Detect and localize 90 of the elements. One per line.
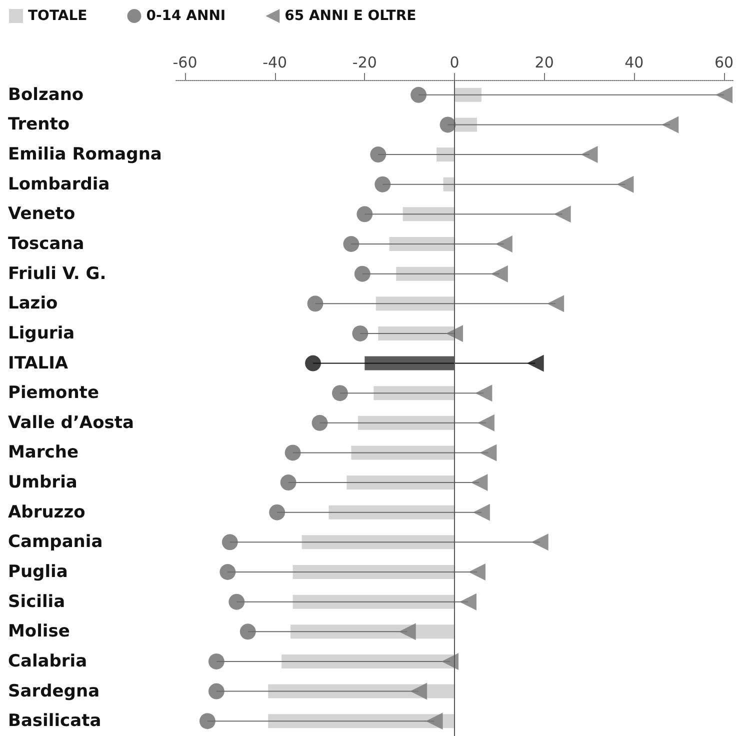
point (354, 266, 370, 282)
y-tick-label: Lazio (8, 294, 58, 314)
y-tick-label: Toscana (8, 234, 84, 254)
point (554, 206, 571, 223)
legend-label: TOTALE (28, 8, 88, 24)
point (580, 146, 598, 164)
point (526, 354, 544, 372)
y-tick-label: Abruzzo (8, 502, 86, 522)
point (531, 534, 548, 551)
x-tick-label: 60 (714, 54, 734, 72)
point (468, 564, 486, 580)
bar (374, 386, 454, 400)
point (477, 414, 494, 432)
x-tick-label: -60 (172, 54, 198, 72)
bar (454, 88, 482, 102)
point (269, 504, 286, 520)
bar (292, 594, 454, 609)
point (352, 325, 368, 342)
point (374, 176, 391, 192)
point (228, 594, 245, 610)
point (442, 652, 459, 670)
y-tick-label: Emilia Romagna (8, 144, 162, 165)
y-tick-label: Trento (8, 114, 70, 135)
point (716, 86, 733, 104)
point (307, 296, 324, 312)
legend-label: 65 ANNI E OLTRE (284, 8, 416, 24)
x-tick-label: -20 (352, 54, 377, 72)
point (312, 414, 328, 431)
y-tick-label: Valle d’Aosta (8, 412, 134, 433)
point (356, 206, 373, 222)
point (475, 384, 492, 402)
y-tick-label: Puglia (8, 562, 68, 582)
point (410, 86, 427, 103)
y-tick-label: ITALIA (8, 353, 69, 374)
point (472, 504, 490, 521)
point (398, 623, 416, 640)
y-tick-label: Sicilia (8, 592, 66, 612)
y-tick-label: Marche (8, 442, 78, 463)
y-tick-label: Bolzano (8, 84, 84, 105)
point (495, 236, 512, 252)
point (426, 712, 443, 730)
bar (436, 148, 454, 162)
point (222, 534, 238, 550)
x-tick-label: 20 (534, 54, 554, 72)
y-tick-label: Friuli V. G. (8, 264, 106, 284)
y-tick-label: Lombardia (8, 174, 110, 194)
bar (328, 505, 454, 520)
point (662, 116, 679, 134)
point (470, 474, 488, 492)
bar (376, 296, 454, 311)
y-tick-label: Veneto (8, 204, 76, 224)
y-tick-label: Piemonte (8, 383, 99, 404)
point (305, 355, 322, 372)
legend-label: 0-14 ANNI (146, 8, 226, 24)
x-tick-label: 40 (624, 54, 644, 72)
point (208, 683, 224, 700)
point (220, 564, 236, 580)
bar (389, 237, 454, 251)
y-tick-label: Campania (8, 532, 103, 552)
x-tick-label: 0 (450, 54, 460, 72)
point (490, 265, 508, 282)
point (370, 146, 386, 163)
point (616, 176, 634, 193)
bar (292, 565, 454, 579)
bar (402, 207, 454, 222)
bar (358, 416, 454, 430)
bar (302, 535, 454, 550)
y-tick-label: Liguria (8, 323, 75, 344)
y-tick-label: Umbria (8, 472, 78, 493)
y-tick-label: Molise (8, 622, 70, 642)
bar (396, 266, 454, 281)
point (240, 624, 256, 640)
point (547, 295, 564, 312)
point (446, 324, 463, 342)
y-tick-label: Sardegna (8, 681, 100, 702)
point (410, 682, 428, 700)
bar (351, 446, 454, 460)
point (332, 385, 348, 402)
y-tick-label: Calabria (8, 651, 88, 672)
bar (346, 476, 454, 490)
point (459, 593, 476, 610)
point (280, 474, 296, 491)
y-tick-label: Basilicata (8, 711, 102, 732)
point (284, 444, 301, 461)
point (480, 444, 497, 462)
point (199, 713, 216, 730)
point (208, 653, 224, 670)
x-tick-label: -40 (262, 54, 288, 72)
point (343, 236, 360, 252)
point (440, 116, 456, 133)
